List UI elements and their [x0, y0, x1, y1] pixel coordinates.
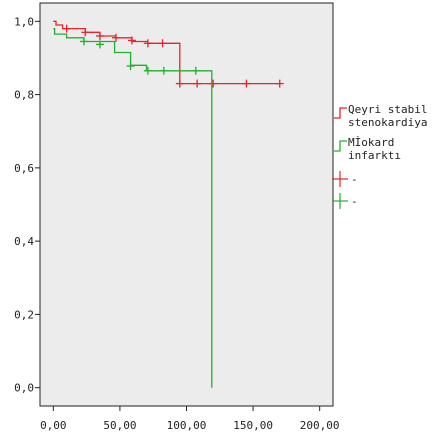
- legend-step-symbol: [334, 140, 347, 152]
- censor-mark: [111, 33, 120, 42]
- censor-mark: [275, 79, 284, 88]
- legend-label: -: [351, 195, 358, 208]
- censor-mark: [127, 36, 136, 45]
- legend-step-symbol: [334, 107, 347, 119]
- legend: Qeyri stabil stenokardiya Mİokard infarktı -…: [332, 103, 427, 209]
- series-line-0: [53, 20, 280, 85]
- legend-item-0: Qeyri stabil stenokardiya: [334, 103, 427, 129]
- censor-mark: [95, 40, 104, 49]
- legend-label: -: [351, 173, 358, 186]
- censor-mark: [79, 37, 88, 46]
- x-tick-label: 0,00: [40, 419, 67, 432]
- x-tick-label: 100,00: [167, 419, 207, 432]
- censor-mark: [158, 39, 167, 48]
- legend-label: Qeyri stabil stenokardiya: [348, 103, 427, 129]
- censor-mark: [126, 62, 135, 71]
- y-axis: 0,0 0,2 0,4 0,6 0,8 1,0: [14, 15, 40, 395]
- censor-mark: [242, 79, 251, 88]
- censor-mark: [143, 66, 152, 75]
- censor-mark: [191, 66, 200, 75]
- plot-area: [39, 2, 334, 407]
- y-tick-label: 1,0: [14, 15, 34, 28]
- legend-label: Mİokard infarktı: [348, 136, 401, 162]
- x-tick-label: 150,00: [233, 419, 273, 432]
- legend-item-3: -: [332, 193, 358, 209]
- y-tick-label: 0,4: [14, 235, 34, 248]
- censor-mark: [143, 39, 152, 48]
- survival-curves: [53, 20, 284, 388]
- x-tick-label: 200,00: [300, 419, 340, 432]
- x-tick-label: 50,00: [103, 419, 136, 432]
- censor-mark: [209, 79, 218, 88]
- censor-mark: [95, 31, 104, 40]
- y-tick-label: 0,6: [14, 162, 34, 175]
- censor-mark: [175, 79, 184, 88]
- censor-mark: [81, 28, 90, 37]
- censor-mark: [159, 66, 168, 75]
- censor-mark: [62, 24, 71, 33]
- series-line-1: [53, 27, 213, 388]
- y-tick-label: 0,2: [14, 308, 34, 321]
- legend-item-1: Mİokard infarktı: [334, 136, 401, 162]
- y-tick-label: 0,0: [14, 382, 34, 395]
- censor-mark: [193, 79, 202, 88]
- y-tick-label: 0,8: [14, 89, 34, 102]
- x-axis: 0,00 50,00 100,00 150,00 200,00: [40, 406, 340, 432]
- legend-item-2: -: [332, 171, 358, 187]
